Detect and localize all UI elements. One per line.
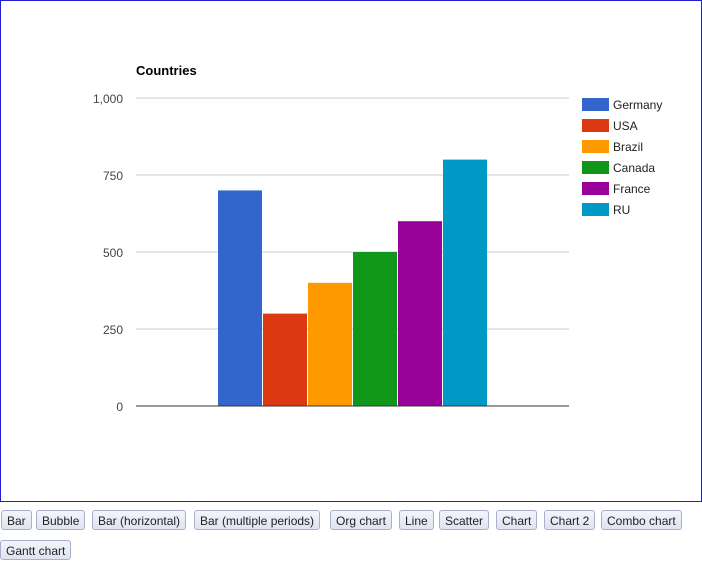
line-button[interactable]: Line [399,510,434,530]
y-tick-label: 250 [103,323,123,337]
legend-label-ru: RU [613,203,630,217]
bar-horizontal-button[interactable]: Bar (horizontal) [92,510,187,530]
legend-swatch-usa [582,119,609,132]
legend-label-germany: Germany [613,98,662,112]
bar-ru [443,159,487,406]
y-tick-label: 1,000 [93,92,123,106]
scatter-button[interactable]: Scatter [439,510,490,530]
chart-button[interactable]: Chart [496,510,538,530]
bar-chart: Countries 0 250 500 750 1,000 Germany USA Brazil… [93,63,662,414]
combo-chart-button[interactable]: Combo chart [601,510,682,530]
legend-swatch-ru [582,203,609,216]
legend-label-brazil: Brazil [613,140,643,154]
bar-canada [353,252,397,406]
bar-france [398,221,442,406]
bar-button[interactable]: Bar [1,510,32,530]
bar-germany [218,190,262,406]
bubble-button[interactable]: Bubble [36,510,86,530]
legend-swatch-brazil [582,140,609,153]
org-chart-button[interactable]: Org chart [330,510,393,530]
chart-container: Countries 0 250 500 750 1,000 Germany USA Brazil… [0,0,702,502]
legend-label-canada: Canada [613,161,655,175]
y-tick-label: 750 [103,169,123,183]
gantt-chart-button[interactable]: Gantt chart [0,540,72,560]
legend-label-usa: USA [613,119,638,133]
bar-brazil [308,282,352,406]
y-tick-label: 500 [103,246,123,260]
chart-title: Countries [136,63,197,78]
bar-usa [263,313,307,406]
bar-multiple-periods-button[interactable]: Bar (multiple periods) [194,510,321,530]
legend-swatch-germany [582,98,609,111]
legend-label-france: France [613,182,651,196]
chart-2-button[interactable]: Chart 2 [544,510,596,530]
y-tick-label: 0 [116,400,123,414]
legend-swatch-france [582,182,609,195]
legend-swatch-canada [582,161,609,174]
